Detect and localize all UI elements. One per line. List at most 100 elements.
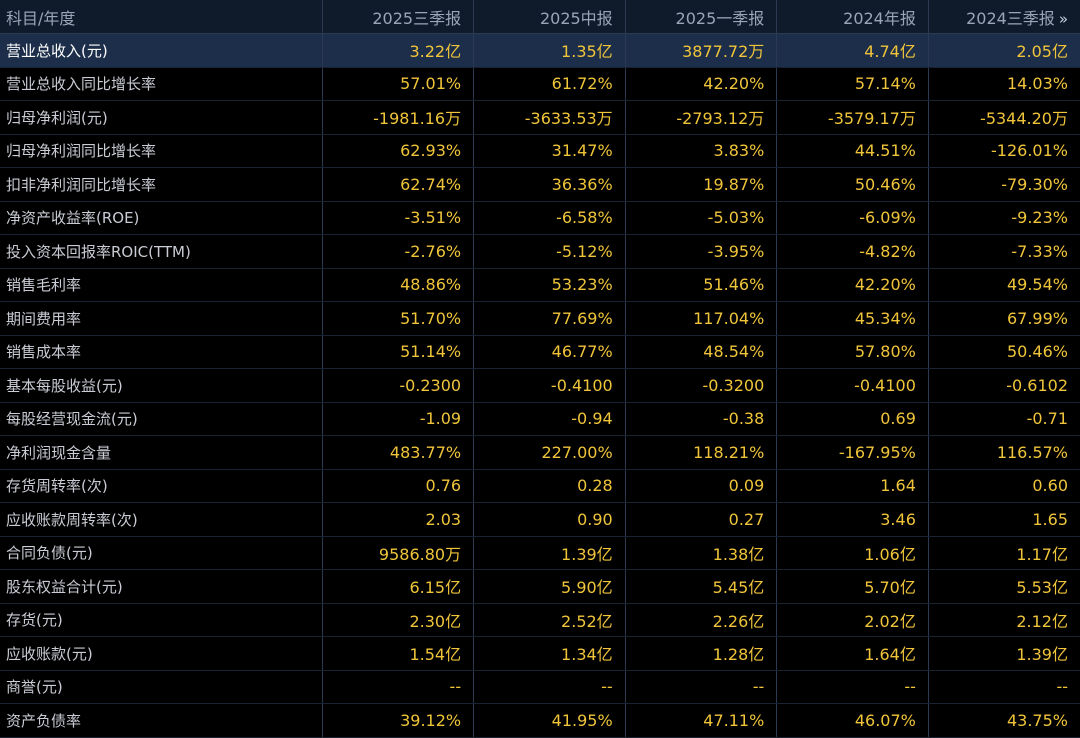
column-header-2024-annual[interactable]: 2024年报 [776,0,929,34]
table-row[interactable]: 净资产收益率(ROE) -3.51% -6.58% -5.03% -6.09% -9.23… [0,201,1080,235]
cell-value: -1.09 [322,402,475,436]
cell-value: -- [625,670,778,704]
cell-value: 2.52亿 [473,603,626,637]
cell-value: 4.74亿 [776,33,929,68]
cell-value: 77.69% [473,301,626,336]
cell-value: 1.35亿 [473,33,626,68]
cell-value: -5344.20万 [928,100,1080,135]
column-header-2025-h1[interactable]: 2025中报 [473,0,626,34]
header-row: 科目/年度 2025三季报 2025中报 2025一季报 2024年报 2024… [0,0,1080,34]
column-header-label: 2025三季报 [372,8,462,28]
cell-value: 42.20% [776,268,929,302]
table-row[interactable]: 归母净利润同比增长率 62.93% 31.47% 3.83% 44.51% -126.01… [0,134,1080,168]
cell-value: 39.12% [322,703,475,738]
cell-value: 5.90亿 [473,569,626,604]
cell-value: 1.54亿 [322,636,475,671]
cell-value: -0.4100 [473,368,626,403]
column-header-label: 2024年报 [843,8,916,28]
cell-value: -0.71 [928,402,1080,436]
column-header-label: 2024三季报 [966,8,1055,28]
cell-value: 19.87% [625,167,778,202]
row-label: 销售毛利率 [0,268,323,302]
cell-value: 5.53亿 [928,569,1080,604]
table-row[interactable]: 每股经营现金流(元) -1.09 -0.94 -0.38 0.69 -0.71 [0,402,1080,436]
cell-value: -4.82% [776,234,929,269]
cell-value: 42.20% [625,67,778,101]
cell-value: -- [322,670,475,704]
table-row[interactable]: 期间费用率 51.70% 77.69% 117.04% 45.34% 67.99% [0,301,1080,336]
table-row[interactable]: 资产负债率 39.12% 41.95% 47.11% 46.07% 43.75% [0,703,1080,738]
more-columns-icon[interactable]: » [1058,9,1068,28]
cell-value: 1.34亿 [473,636,626,671]
table-row[interactable]: 股东权益合计(元) 6.15亿 5.90亿 5.45亿 5.70亿 5.53亿 [0,569,1080,604]
row-label: 净利润现金含量 [0,435,323,470]
cell-value: -- [473,670,626,704]
table-body: 营业总收入(元) 3.22亿 1.35亿 3877.72万 4.74亿 2.05亿 营业总收… [0,33,1080,738]
table-row[interactable]: 营业总收入同比增长率 57.01% 61.72% 42.20% 57.14% 14.03% [0,67,1080,101]
cell-value: 117.04% [625,301,778,336]
cell-value: 2.02亿 [776,603,929,637]
row-label: 销售成本率 [0,335,323,369]
cell-value: 51.46% [625,268,778,302]
cell-value: 47.11% [625,703,778,738]
cell-value: -0.3200 [625,368,778,403]
cell-value: 1.64 [776,469,929,503]
cell-value: -6.58% [473,201,626,235]
table-row[interactable]: 归母净利润(元) -1981.16万 -3633.53万 -2793.12万 -3579… [0,100,1080,135]
row-label: 应收账款周转率(次) [0,502,323,537]
table-row[interactable]: 销售成本率 51.14% 46.77% 48.54% 57.80% 50.46% [0,335,1080,369]
cell-value: 53.23% [473,268,626,302]
cell-value: 5.70亿 [776,569,929,604]
table-row[interactable]: 净利润现金含量 483.77% 227.00% 118.21% -167.95% 116.… [0,435,1080,470]
cell-value: -5.03% [625,201,778,235]
cell-value: -0.6102 [928,368,1080,403]
cell-value: 483.77% [322,435,475,470]
table-header: 科目/年度 2025三季报 2025中报 2025一季报 2024年报 2024… [0,0,1080,34]
cell-value: 57.80% [776,335,929,369]
table-row[interactable]: 投入资本回报率ROIC(TTM) -2.76% -5.12% -3.95% -4.82%… [0,234,1080,269]
row-label: 资产负债率 [0,703,323,738]
column-header-label: 2025一季报 [675,8,765,28]
cell-value: -7.33% [928,234,1080,269]
table-row[interactable]: 存货(元) 2.30亿 2.52亿 2.26亿 2.02亿 2.12亿 [0,603,1080,637]
cell-value: 116.57% [928,435,1080,470]
cell-value: -3.95% [625,234,778,269]
cell-value: -3633.53万 [473,100,626,135]
column-header-2024-q3[interactable]: 2024三季报» [928,0,1080,34]
table-row[interactable]: 商誉(元) -- -- -- -- -- [0,670,1080,704]
table-row[interactable]: 应收账款周转率(次) 2.03 0.90 0.27 3.46 1.65 [0,502,1080,537]
table-row[interactable]: 扣非净利润同比增长率 62.74% 36.36% 19.87% 50.46% -79.30… [0,167,1080,202]
table-row[interactable]: 基本每股收益(元) -0.2300 -0.4100 -0.3200 -0.4100 -0.… [0,368,1080,403]
table-row[interactable]: 存货周转率(次) 0.76 0.28 0.09 1.64 0.60 [0,469,1080,503]
table-row[interactable]: 销售毛利率 48.86% 53.23% 51.46% 42.20% 49.54% [0,268,1080,302]
cell-value: -79.30% [928,167,1080,202]
cell-value: -- [776,670,929,704]
cell-value: -5.12% [473,234,626,269]
cell-value: 0.76 [322,469,475,503]
cell-value: 1.39亿 [473,536,626,570]
cell-value: -0.38 [625,402,778,436]
cell-value: 227.00% [473,435,626,470]
column-header-2025-q3[interactable]: 2025三季报 [322,0,475,34]
column-header-label: 2025中报 [539,8,613,28]
cell-value: 0.69 [776,402,929,436]
cell-value: 43.75% [928,703,1080,738]
table-row[interactable]: 应收账款(元) 1.54亿 1.34亿 1.28亿 1.64亿 1.39亿 [0,636,1080,671]
table-row[interactable]: 营业总收入(元) 3.22亿 1.35亿 3877.72万 4.74亿 2.05亿 [0,33,1080,68]
corner-label: 科目/年度 [0,0,323,34]
row-label: 应收账款(元) [0,636,323,671]
row-label: 股东权益合计(元) [0,569,323,604]
cell-value: 46.77% [473,335,626,369]
cell-value: 46.07% [776,703,929,738]
cell-value: 14.03% [928,67,1080,101]
cell-value: 1.64亿 [776,636,929,671]
cell-value: 0.90 [473,502,626,537]
column-header-2025-q1[interactable]: 2025一季报 [625,0,778,34]
row-label: 期间费用率 [0,301,323,336]
row-label: 归母净利润同比增长率 [0,134,323,168]
cell-value: -0.2300 [322,368,475,403]
table-row[interactable]: 合同负债(元) 9586.80万 1.39亿 1.38亿 1.06亿 1.17亿 [0,536,1080,570]
cell-value: 2.26亿 [625,603,778,637]
cell-value: 1.17亿 [928,536,1080,570]
